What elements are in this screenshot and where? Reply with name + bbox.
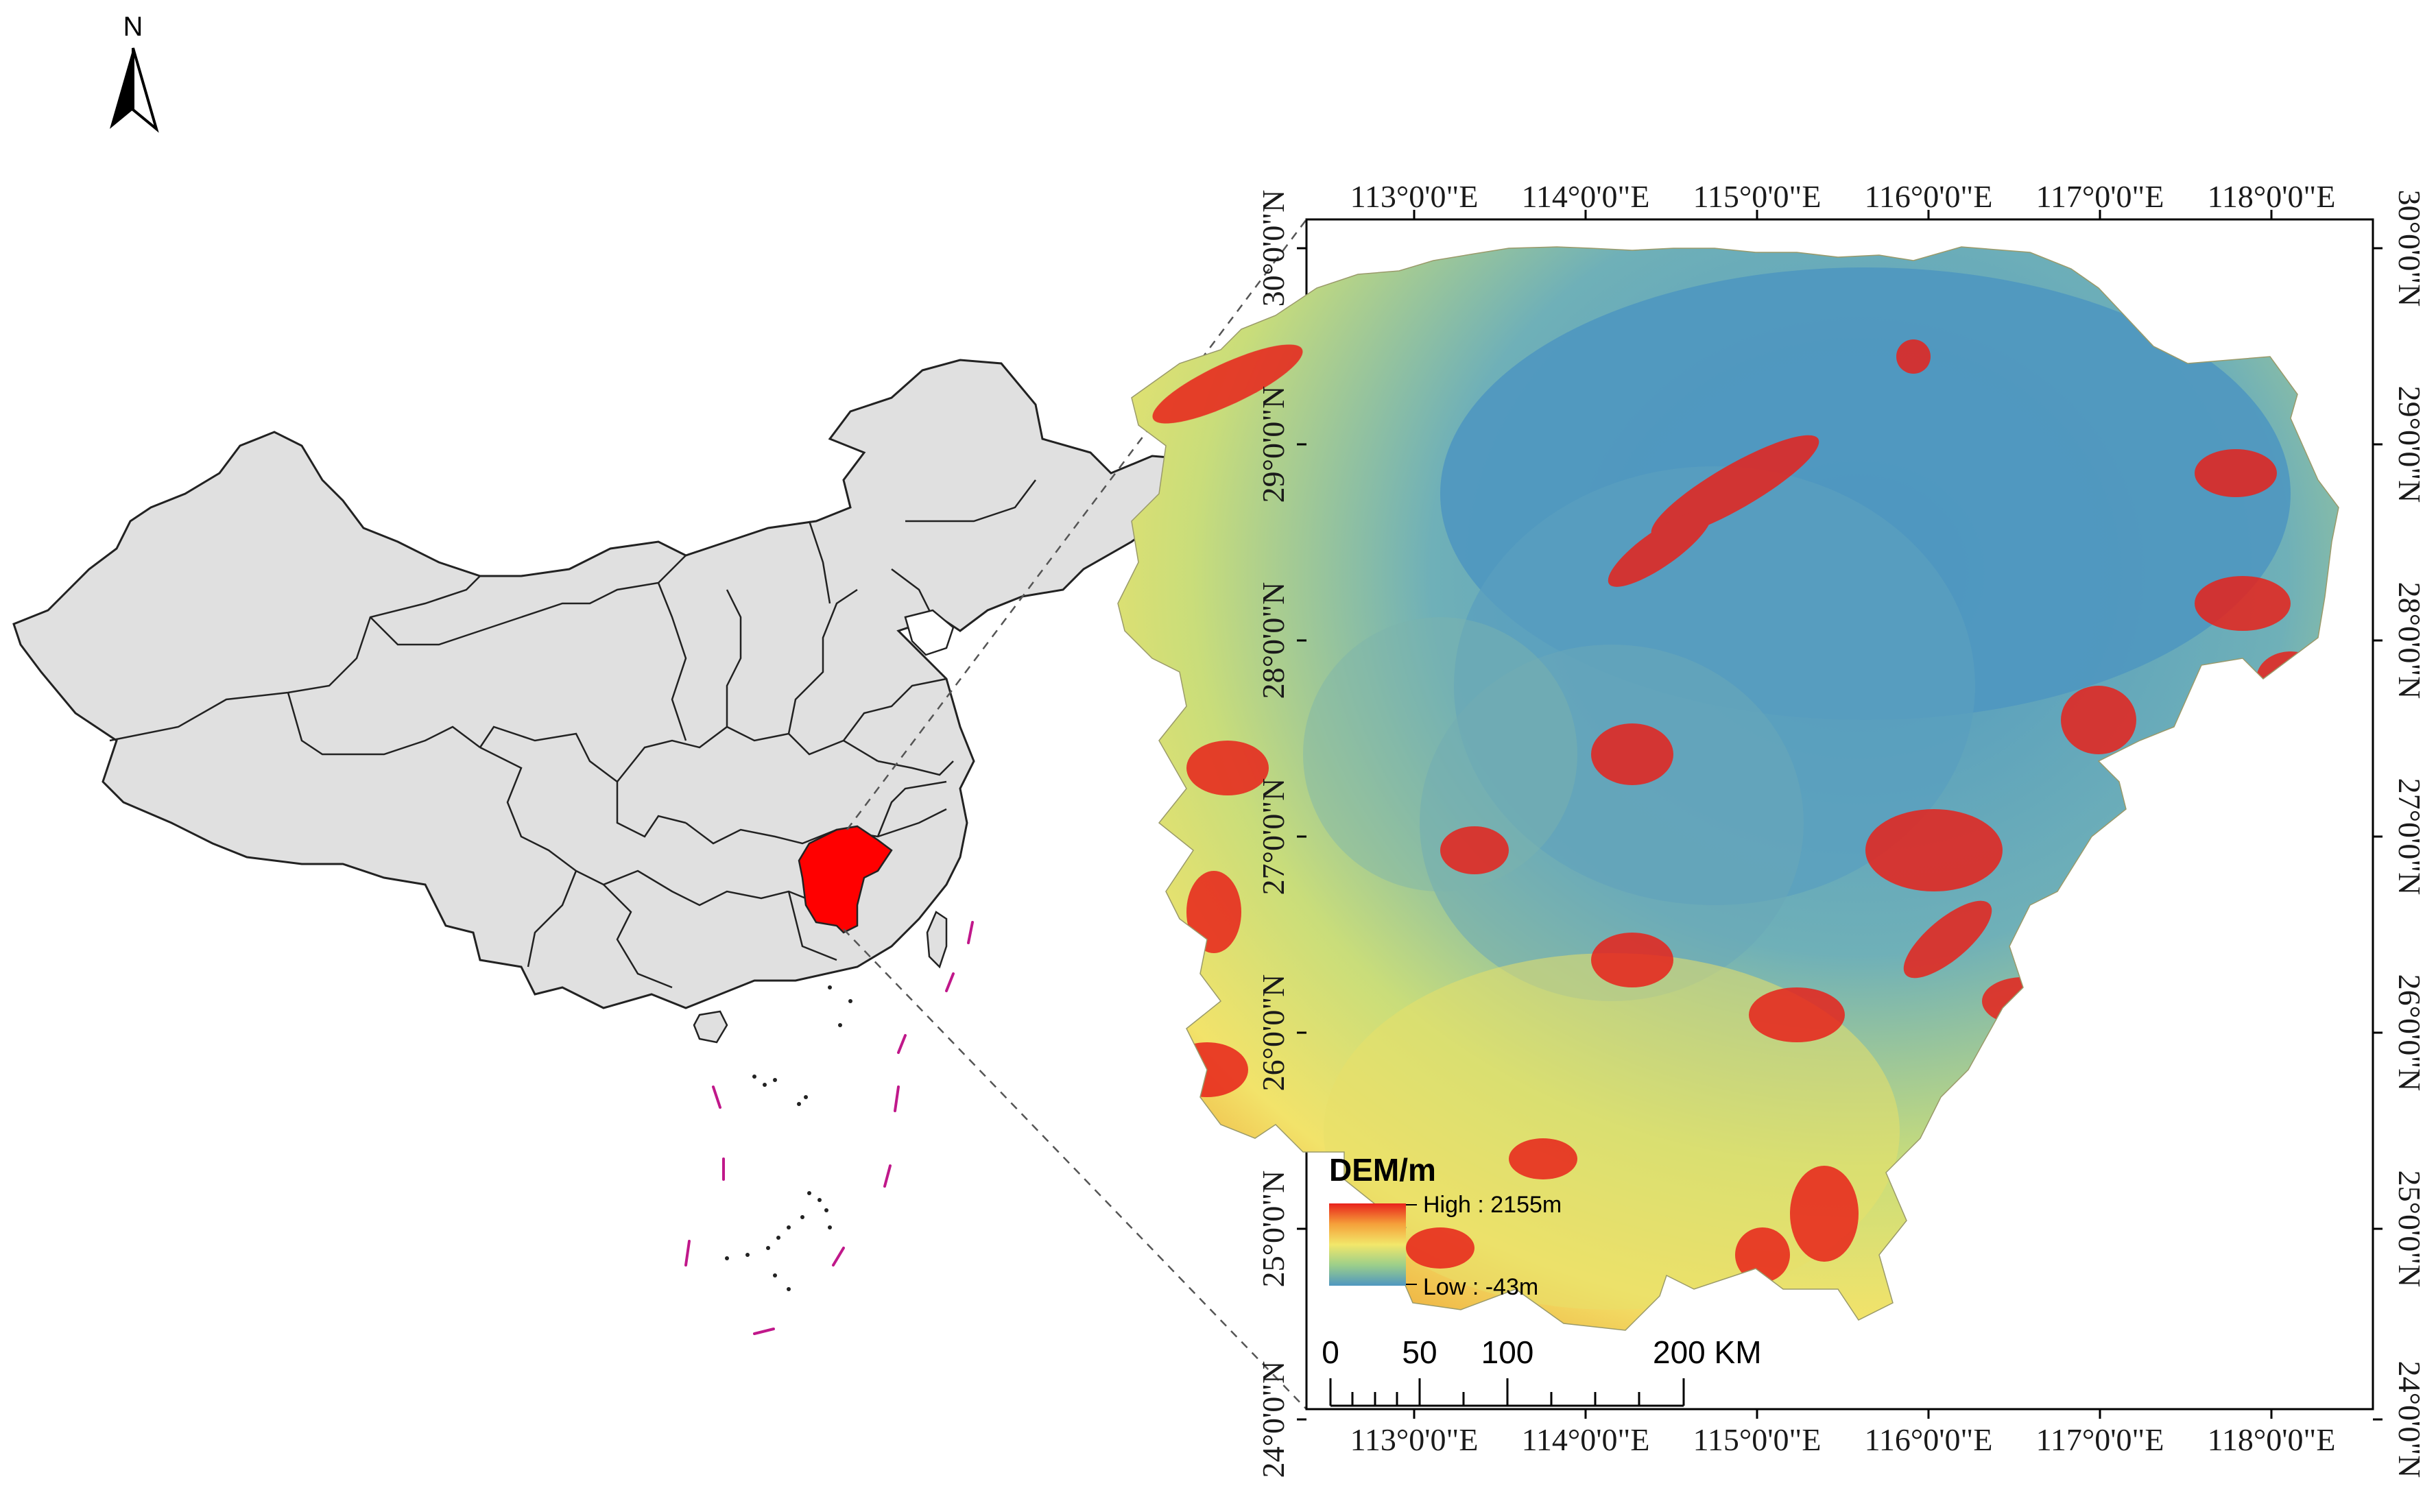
- left-lat-label: 27°0'0"N: [1256, 778, 1291, 896]
- legend-low-label: Low : -43m: [1423, 1274, 1538, 1300]
- scale-tick-label: 0: [1322, 1334, 1339, 1370]
- right-lat-label: 26°0'0"N: [2392, 974, 2427, 1092]
- top-lon-label: 115°0'0"E: [1693, 179, 1822, 214]
- bottom-longitude-labels: 113°0'0"E 114°0'0"E 115°0'0"E 116°0'0"E …: [1350, 1422, 2336, 1457]
- china-mainland: [12, 359, 1216, 1009]
- top-lon-label: 113°0'0"E: [1350, 179, 1479, 214]
- north-arrow-right-half: [132, 47, 159, 133]
- right-latitude-labels: 30°0'0"N 29°0'0"N 28°0'0"N 27°0'0"N 26°0…: [2392, 190, 2427, 1478]
- bottom-lon-label: 118°0'0"E: [2208, 1422, 2336, 1457]
- right-lat-label: 25°0'0"N: [2392, 1171, 2427, 1288]
- left-lat-label: 24°0'0"N: [1256, 1361, 1291, 1478]
- right-lat-label: 24°0'0"N: [2392, 1361, 2427, 1478]
- legend-high-label: High : 2155m: [1423, 1192, 1562, 1218]
- scale-tick-label: 50: [1402, 1334, 1437, 1370]
- legend-color-ramp: [1329, 1203, 1406, 1286]
- left-lat-label: 26°0'0"N: [1256, 974, 1291, 1092]
- top-lon-label: 118°0'0"E: [2208, 179, 2336, 214]
- province-borders: [109, 479, 1036, 989]
- hainan-island: [693, 1010, 728, 1044]
- top-lon-label: 117°0'0"E: [2036, 179, 2164, 214]
- bottom-lon-label: 113°0'0"E: [1350, 1422, 1479, 1457]
- bottom-lon-label: 116°0'0"E: [1865, 1422, 1993, 1457]
- bottom-lon-label: 114°0'0"E: [1522, 1422, 1650, 1457]
- north-arrow-left-half: [110, 48, 133, 129]
- left-lat-label: 25°0'0"N: [1256, 1171, 1291, 1288]
- left-lat-label: 30°0'0"N: [1256, 190, 1291, 307]
- right-lat-label: 28°0'0"N: [2392, 582, 2427, 699]
- top-lon-label: 114°0'0"E: [1522, 179, 1650, 214]
- scale-tick-label: 100: [1481, 1334, 1534, 1370]
- right-lat-label: 29°0'0"N: [2392, 386, 2427, 503]
- scale-bar: 0 50 100 200 KM: [1322, 1334, 1762, 1407]
- north-label: N: [123, 12, 143, 42]
- dem-legend: DEM/m High : 2155m Low : -43m: [1329, 1152, 1562, 1300]
- right-lat-label: 30°0'0"N: [2392, 190, 2427, 307]
- bottom-lon-label: 117°0'0"E: [2036, 1422, 2164, 1457]
- right-lat-label: 27°0'0"N: [2392, 778, 2427, 896]
- south-china-sea-islands: [725, 985, 852, 1291]
- graticule-ticks: [1297, 210, 2383, 1421]
- jiangxi-highlight: [798, 825, 893, 934]
- jiangxi-outline: [1117, 246, 2339, 1331]
- dem-map: 113°0'0"E 114°0'0"E 115°0'0"E 116°0'0"E …: [1117, 179, 2427, 1478]
- scale-bar-line: [1329, 1378, 1685, 1407]
- top-lon-label: 116°0'0"E: [1865, 179, 1993, 214]
- zoom-connector-lines: [843, 219, 1307, 1410]
- overview-map: [12, 219, 1307, 1410]
- bohai-sea: [904, 609, 955, 656]
- bottom-lon-label: 115°0'0"E: [1693, 1422, 1822, 1457]
- left-latitude-labels: 30°0'0"N 29°0'0"N 28°0'0"N 27°0'0"N 26°0…: [1256, 190, 1291, 1478]
- top-longitude-labels: 113°0'0"E 114°0'0"E 115°0'0"E 116°0'0"E …: [1350, 179, 2336, 214]
- scale-tick-label: 200 KM: [1653, 1334, 1762, 1370]
- taiwan-island: [926, 911, 948, 969]
- left-lat-label: 28°0'0"N: [1256, 582, 1291, 699]
- north-arrow: N: [110, 12, 159, 133]
- nine-dash-line: [684, 921, 974, 1335]
- left-lat-label: 29°0'0"N: [1256, 386, 1291, 503]
- legend-title: DEM/m: [1329, 1152, 1436, 1188]
